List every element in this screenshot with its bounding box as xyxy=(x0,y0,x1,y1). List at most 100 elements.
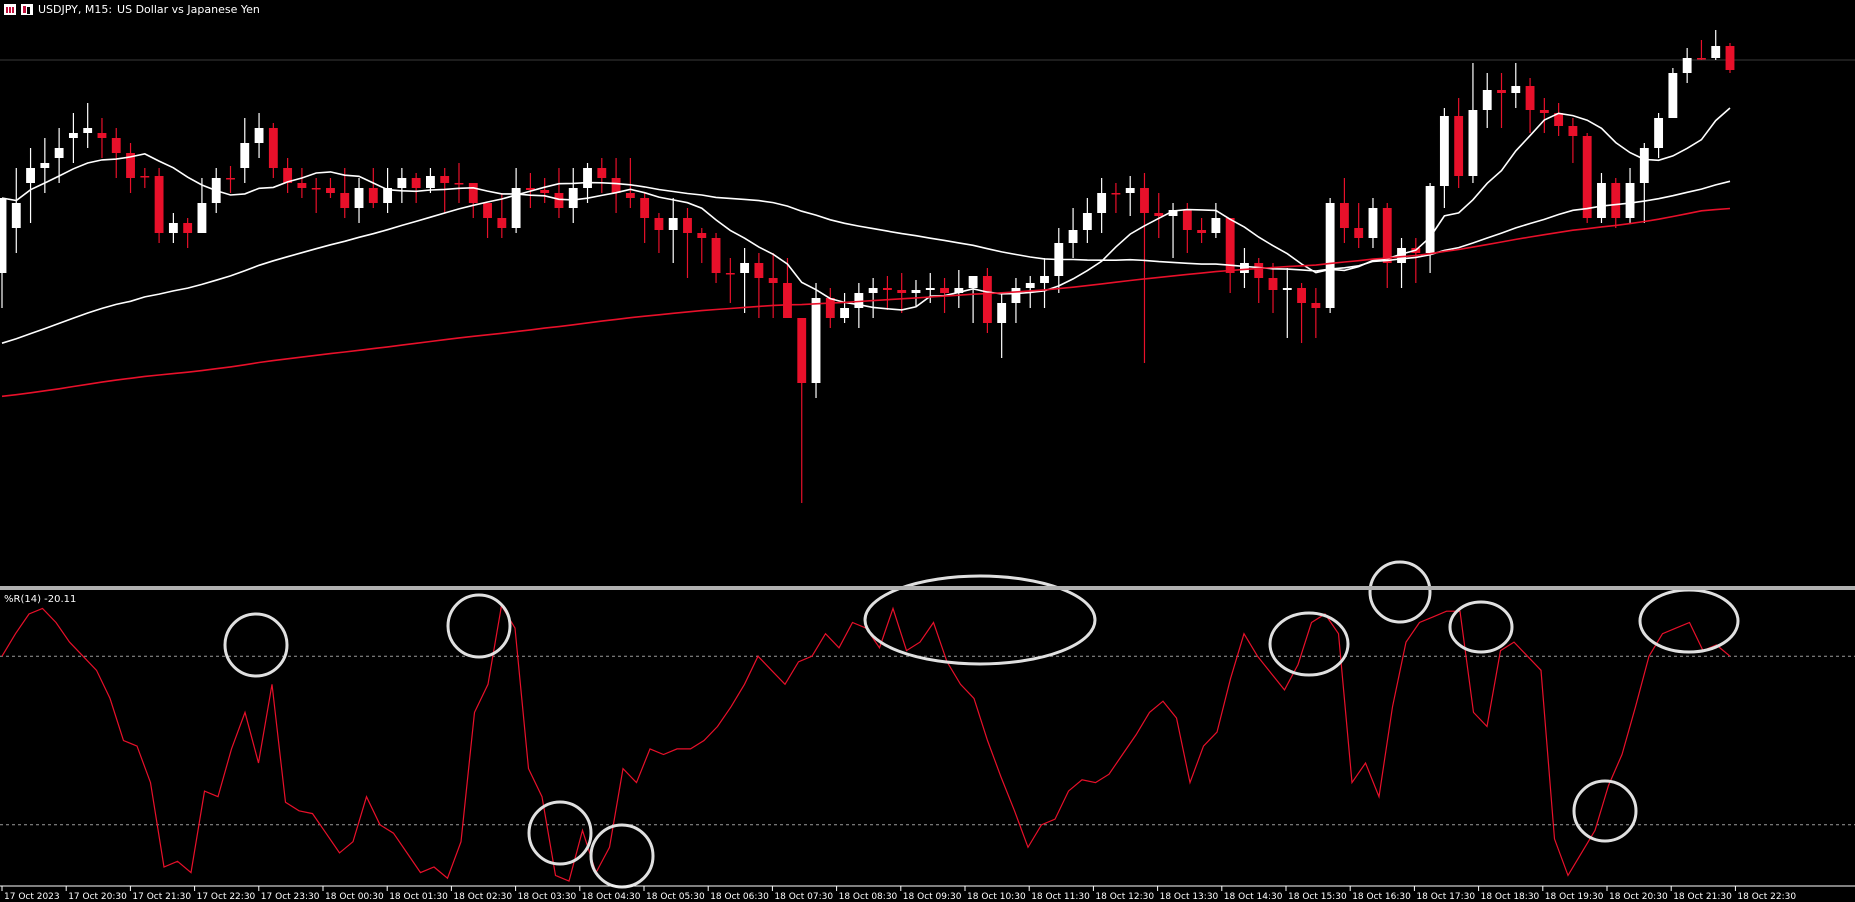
candle-body xyxy=(183,223,193,233)
candle-body xyxy=(1168,210,1178,216)
time-label: 18 Oct 13:30 xyxy=(1160,892,1219,902)
candle-body xyxy=(426,176,435,188)
candle-body xyxy=(754,263,764,278)
candle-body xyxy=(668,218,678,230)
time-label: 18 Oct 07:30 xyxy=(774,892,833,902)
indicator-label: %R(14) -20.11 xyxy=(4,594,77,605)
candle-body xyxy=(383,188,393,203)
time-label: 18 Oct 01:30 xyxy=(389,892,448,902)
candle-body xyxy=(226,178,235,180)
time-label: 18 Oct 22:30 xyxy=(1737,892,1796,902)
candle-body xyxy=(1582,136,1592,218)
candle-body xyxy=(1482,90,1492,110)
candle-body xyxy=(1325,203,1335,308)
candle-body xyxy=(940,288,949,293)
ma-slow-line xyxy=(1,207,1731,398)
candle-body xyxy=(126,153,135,178)
candle-body xyxy=(1111,193,1121,195)
candle-body xyxy=(783,283,792,318)
highlight-circle xyxy=(1448,600,1514,654)
candle-body xyxy=(1711,46,1721,58)
candle-body xyxy=(511,188,521,228)
candle-body xyxy=(725,273,735,275)
candle-body xyxy=(268,128,278,168)
candle-body xyxy=(1182,210,1192,230)
time-label: 18 Oct 03:30 xyxy=(518,892,577,902)
candle-body xyxy=(1668,73,1678,118)
candle-body xyxy=(611,178,621,193)
candle-body xyxy=(197,203,207,233)
wpr-line xyxy=(1,603,1731,882)
chart-header: USDJPY, M15: US Dollar vs Japanese Yen xyxy=(4,2,260,16)
candle-body xyxy=(83,128,93,133)
candle-body xyxy=(1625,183,1635,218)
candle-body xyxy=(354,188,364,208)
candle-body xyxy=(1525,86,1535,110)
candle-body xyxy=(411,178,421,188)
time-label: 18 Oct 04:30 xyxy=(582,892,641,902)
candle-body xyxy=(1311,303,1321,308)
candle-body xyxy=(40,163,50,168)
chart-candle-icon[interactable] xyxy=(21,3,33,15)
time-label: 18 Oct 02:30 xyxy=(453,892,512,902)
wpr-pane xyxy=(0,560,1855,889)
candle-body xyxy=(711,238,721,273)
highlight-circle xyxy=(589,823,655,889)
candle-body xyxy=(111,138,121,153)
time-label: 18 Oct 20:30 xyxy=(1609,892,1668,902)
candle-body xyxy=(597,168,607,178)
candle-body xyxy=(1240,263,1249,273)
pane-separator[interactable] xyxy=(0,586,1855,590)
candle-body xyxy=(240,143,250,168)
calendar-icon[interactable] xyxy=(4,3,16,15)
candle-body xyxy=(68,133,78,138)
candle-body xyxy=(1639,148,1649,183)
time-label: 17 Oct 20:30 xyxy=(68,892,127,902)
ma-fast-line xyxy=(1,107,1731,311)
candle-body xyxy=(583,168,592,188)
symbol-description: US Dollar vs Japanese Yen xyxy=(117,2,260,16)
highlight-circle xyxy=(1268,611,1350,677)
candle-body xyxy=(1682,58,1692,73)
candle-body xyxy=(840,308,850,318)
candle-body xyxy=(1025,283,1035,288)
price-pane xyxy=(0,30,1855,503)
candle-body xyxy=(497,218,507,228)
time-label: 18 Oct 19:30 xyxy=(1545,892,1604,902)
candle-body xyxy=(1339,203,1349,228)
candle-body xyxy=(525,188,535,190)
candle-body xyxy=(483,203,492,218)
candle-body xyxy=(1225,218,1235,273)
highlight-circle xyxy=(1572,779,1638,843)
candle-body xyxy=(0,198,7,273)
candle-body xyxy=(154,176,164,233)
time-label: 18 Oct 21:30 xyxy=(1673,892,1732,902)
highlight-circle xyxy=(863,574,1097,666)
candle-body xyxy=(311,188,321,190)
candle-body xyxy=(654,218,664,230)
candle-body xyxy=(625,193,635,198)
candle-body xyxy=(968,276,978,288)
candle-body xyxy=(825,298,835,318)
candle-body xyxy=(568,188,578,208)
candle-body xyxy=(1425,186,1435,253)
candle-body xyxy=(768,278,778,283)
candle-body xyxy=(1468,110,1478,176)
candle-body xyxy=(982,276,992,323)
candle-body xyxy=(868,288,878,293)
candle-body xyxy=(1497,90,1506,93)
highlight-circle xyxy=(446,593,512,659)
time-label: 18 Oct 17:30 xyxy=(1416,892,1475,902)
candle-body xyxy=(1597,183,1606,218)
candle-body xyxy=(1154,213,1164,216)
candle-body xyxy=(1382,208,1392,263)
time-label: 18 Oct 00:30 xyxy=(325,892,384,902)
candle-body xyxy=(140,176,150,178)
time-label: 18 Oct 14:30 xyxy=(1224,892,1283,902)
candle-body xyxy=(697,233,707,238)
candle-body xyxy=(797,318,807,383)
candle-body xyxy=(1140,188,1149,213)
candle-body xyxy=(1211,218,1221,233)
candle-body xyxy=(454,183,464,185)
